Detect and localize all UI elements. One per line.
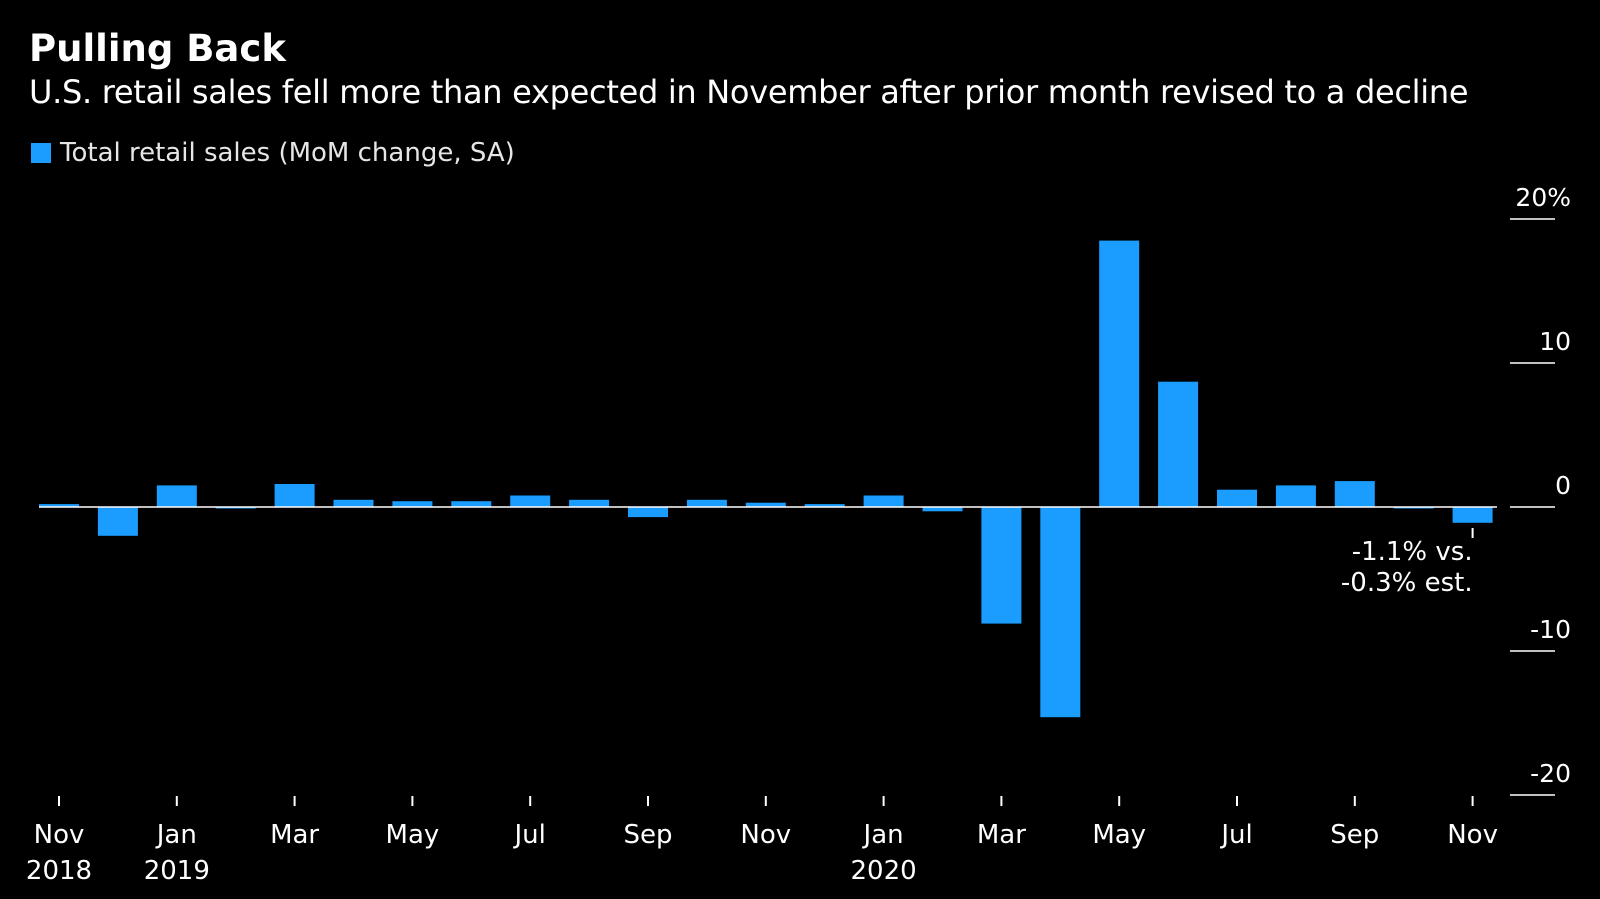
x-tick-label-may-18: May	[1092, 820, 1146, 850]
chart-subtitle: U.S. retail sales fell more than expecte…	[29, 73, 1469, 111]
bar-aug-2020	[1275, 485, 1316, 507]
bar-jan-2019	[156, 485, 197, 507]
bar-jun-2019	[451, 501, 492, 507]
bar-mar-2020	[981, 507, 1022, 624]
bar-apr-2020	[1040, 507, 1081, 718]
bar-sep-2019	[628, 507, 668, 518]
x-tick-label-may-6: May	[386, 820, 440, 850]
chart-title: Pulling Back	[29, 27, 286, 70]
x-tick-year-2018: 2018	[26, 856, 92, 886]
bar-oct-2019	[686, 499, 727, 507]
bar-nov-2020	[1452, 507, 1493, 523]
x-tick-label-nov-24: Nov	[1447, 820, 1498, 850]
bar-jul-2019	[510, 495, 551, 507]
legend-label: Total retail sales (MoM change, SA)	[60, 138, 515, 168]
annotation-line-0: -1.1% vs.	[1352, 537, 1473, 567]
x-tick-label-mar-16: Mar	[977, 820, 1026, 850]
bar-sep-2020	[1334, 481, 1375, 507]
bar-mar-2019	[274, 484, 315, 507]
bar-jun-2020	[1158, 381, 1199, 507]
bar-may-2020	[1099, 240, 1140, 507]
x-tick-label-mar-4: Mar	[270, 820, 319, 850]
bar-nov-2018	[39, 504, 79, 507]
x-tick-label-jan-14: Jan	[862, 820, 904, 850]
x-tick-label-sep-10: Sep	[623, 820, 672, 850]
bar-jan-2020	[863, 495, 904, 507]
bar-dec-2018	[97, 507, 138, 536]
bar-may-2019	[392, 501, 433, 507]
y-tick-label--10: -10	[1530, 615, 1571, 644]
y-tick-label-20: 20%	[1515, 183, 1571, 212]
x-tick-year-2019: 2019	[144, 856, 210, 886]
legend-swatch	[31, 143, 51, 163]
bar-jul-2020	[1217, 489, 1257, 507]
y-tick-label-0: 0	[1555, 471, 1571, 500]
x-tick-label-nov-0: Nov	[34, 820, 85, 850]
bar-apr-2019	[333, 499, 374, 507]
annotation-line-1: -0.3% est.	[1341, 568, 1473, 598]
bar-dec-2019	[804, 504, 845, 507]
bar-feb-2020	[922, 507, 963, 512]
x-tick-label-jan-2: Jan	[155, 820, 197, 850]
x-tick-label-jul-8: Jul	[513, 820, 546, 850]
bar-aug-2019	[569, 499, 610, 507]
bar-nov-2019	[745, 502, 786, 507]
y-tick-label--20: -20	[1530, 759, 1571, 788]
legend: Total retail sales (MoM change, SA)	[31, 138, 515, 168]
x-tick-label-nov-12: Nov	[740, 820, 791, 850]
x-tick-label-sep-22: Sep	[1330, 820, 1379, 850]
x-tick-year-2020: 2020	[851, 856, 917, 886]
x-tick-label-jul-20: Jul	[1219, 820, 1252, 850]
y-tick-label-10: 10	[1539, 327, 1571, 356]
